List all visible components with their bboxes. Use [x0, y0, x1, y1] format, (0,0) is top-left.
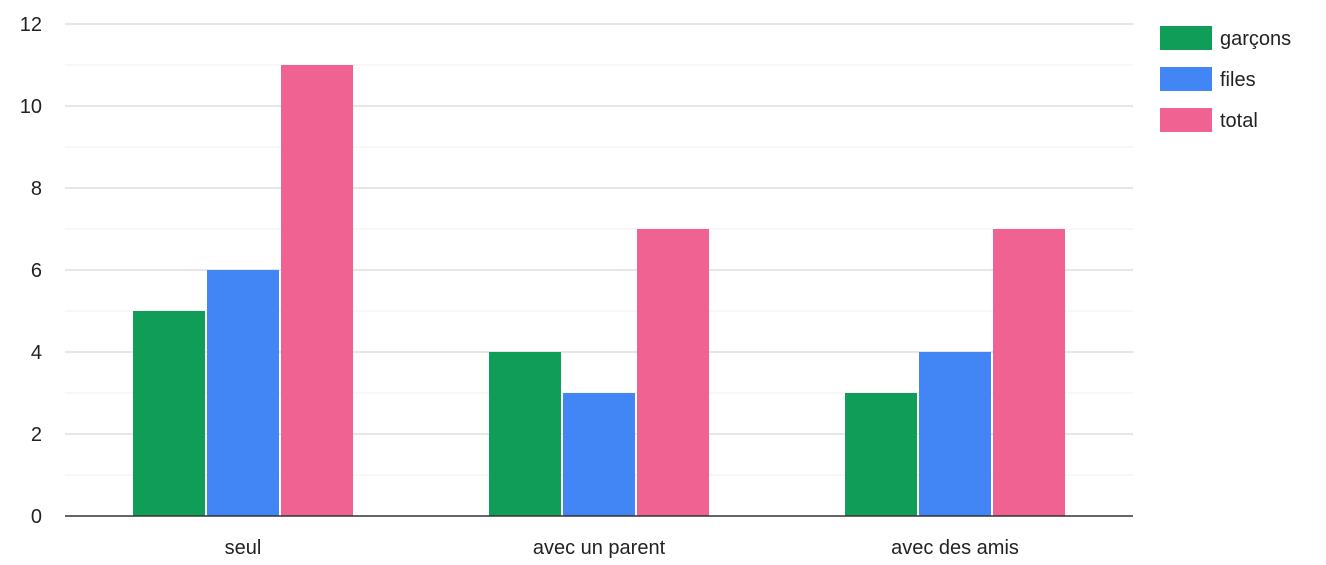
y-tick-label: 0	[31, 506, 42, 528]
legend-swatch	[1160, 108, 1212, 132]
bar-total-1	[281, 65, 353, 516]
bar-total-2	[637, 229, 709, 516]
bar-files-2	[563, 393, 635, 516]
bar-garçons-2	[489, 352, 561, 516]
bars-layer	[133, 65, 1065, 516]
legend: garçons files total	[1160, 26, 1291, 132]
x-tick-label: seul	[225, 537, 262, 559]
y-tick-label: 4	[31, 342, 42, 364]
y-tick-label: 10	[20, 96, 42, 118]
legend-label: files	[1220, 69, 1256, 91]
y-tick-label: 6	[31, 260, 42, 282]
y-tick-label: 8	[31, 178, 42, 200]
legend-label: total	[1220, 110, 1258, 132]
bar-garçons-1	[133, 311, 205, 516]
x-tick-label: avec des amis	[891, 537, 1019, 559]
legend-swatch	[1160, 26, 1212, 50]
y-tick-label: 12	[20, 14, 42, 36]
x-tick-label: avec un parent	[533, 537, 666, 559]
bar-files-1	[207, 270, 279, 516]
y-tick-label: 2	[31, 424, 42, 446]
bar-files-3	[919, 352, 991, 516]
legend-label: garçons	[1220, 28, 1291, 50]
bar-total-3	[993, 229, 1065, 516]
legend-swatch	[1160, 67, 1212, 91]
axis-layer: 0 2 4 6 8 10 12 seul avec un parent avec des amis	[20, 14, 1133, 559]
bar-garçons-3	[845, 393, 917, 516]
